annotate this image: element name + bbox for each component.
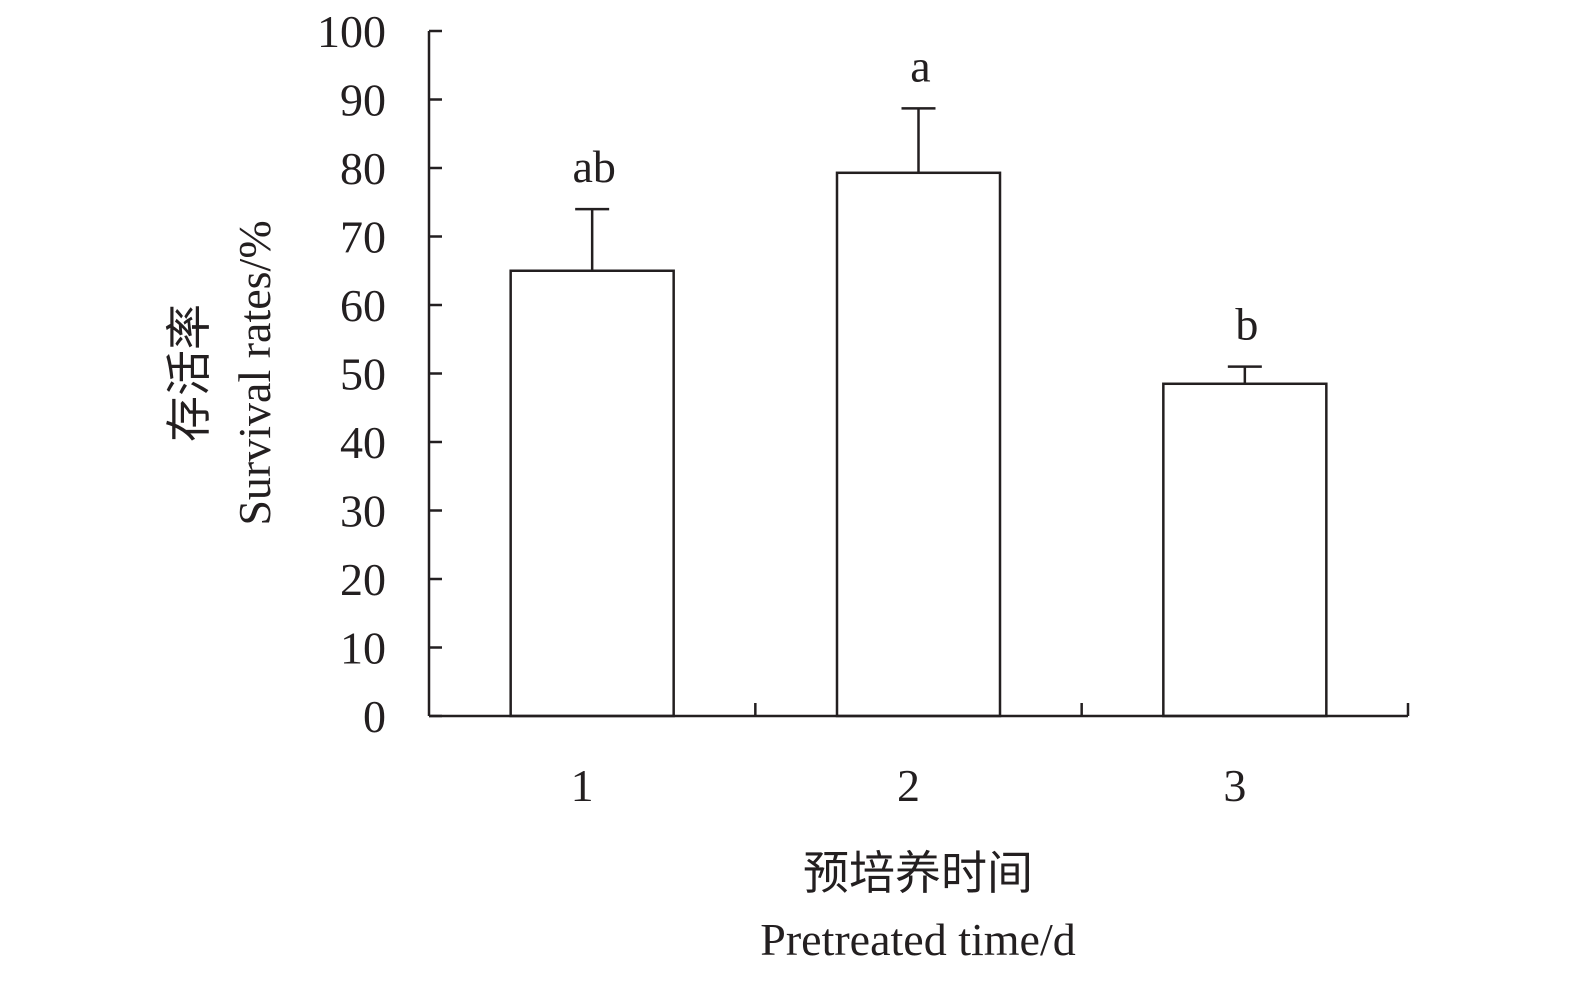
x-axis-title-en: Pretreated time/d	[760, 914, 1076, 965]
y-tick-label: 90	[340, 75, 386, 126]
y-tick-label: 80	[340, 143, 386, 194]
x-ticks-layer: 1 2 3	[571, 760, 1247, 811]
y-tick-label: 100	[317, 6, 386, 57]
x-tick-label-1: 1	[571, 760, 594, 811]
y-tick-label: 20	[340, 554, 386, 605]
significance-label-3: b	[1235, 299, 1258, 350]
y-tick-label: 0	[363, 691, 386, 742]
y-ticks-layer: 0 10 20 30 40 50 60 70 80 90 100	[317, 6, 442, 742]
y-tick-label: 50	[340, 349, 386, 400]
y-tick-label: 10	[340, 623, 386, 674]
y-axis-title-en: Survival rates/%	[229, 220, 280, 525]
bar-1	[509, 269, 675, 718]
y-axis-title-cn: 存活率	[164, 304, 215, 442]
error-bars-layer	[575, 107, 1262, 384]
significance-label-1: ab	[572, 141, 615, 192]
x-tick-label-3: 3	[1223, 760, 1246, 811]
bar-3	[1162, 382, 1328, 718]
significance-label-2: a	[910, 40, 930, 91]
y-tick-label: 40	[340, 417, 386, 468]
y-tick-label: 70	[340, 212, 386, 263]
bars-layer	[509, 171, 1328, 718]
x-axis-title-cn: 预培养时间	[803, 848, 1033, 899]
y-tick-label: 30	[340, 486, 386, 537]
x-tick-label-2: 2	[897, 760, 920, 811]
bar-2	[835, 171, 1002, 718]
y-tick-label: 60	[340, 280, 386, 331]
